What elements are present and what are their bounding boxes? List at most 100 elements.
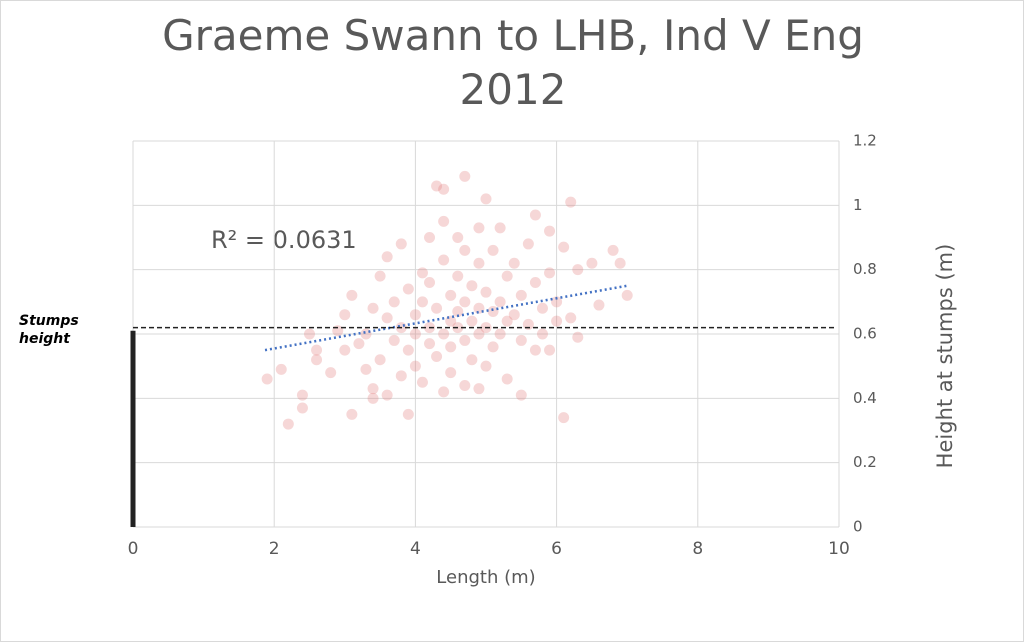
- point: [381, 251, 393, 263]
- point: [360, 328, 372, 340]
- point: [522, 238, 534, 250]
- point: [367, 383, 379, 395]
- point: [607, 244, 619, 256]
- point: [402, 283, 414, 295]
- point: [275, 363, 287, 375]
- y-tick-label: 0.4: [853, 389, 877, 407]
- point: [424, 232, 436, 243]
- point: [494, 328, 506, 340]
- x-tick-label: 4: [410, 539, 421, 559]
- point: [409, 360, 421, 372]
- point: [367, 302, 379, 314]
- point: [466, 280, 478, 292]
- point: [551, 315, 563, 327]
- point: [501, 373, 513, 385]
- point: [572, 331, 584, 343]
- point: [296, 389, 308, 401]
- point: [409, 309, 421, 321]
- point: [438, 254, 450, 266]
- x-tick-label: 8: [692, 539, 703, 559]
- y-tick-label: 0.2: [853, 453, 877, 471]
- stumps-label: height: [19, 331, 71, 347]
- point: [381, 312, 393, 324]
- point: [536, 328, 548, 340]
- point: [346, 408, 358, 420]
- point: [501, 315, 513, 327]
- point: [311, 344, 323, 356]
- point: [544, 267, 556, 279]
- point: [395, 370, 407, 382]
- point: [424, 277, 436, 289]
- point: [459, 334, 471, 346]
- point: [452, 232, 464, 243]
- point: [466, 315, 478, 327]
- point: [494, 296, 506, 308]
- point: [339, 344, 351, 356]
- x-tick-label: 10: [828, 539, 850, 559]
- point: [459, 244, 471, 256]
- point: [296, 402, 308, 414]
- point: [459, 170, 471, 182]
- point: [473, 328, 485, 340]
- point: [445, 289, 457, 301]
- point: [424, 338, 436, 350]
- point: [353, 338, 365, 350]
- point: [529, 209, 541, 221]
- point: [388, 296, 400, 308]
- point: [438, 386, 450, 398]
- point: [501, 270, 513, 282]
- point: [466, 354, 478, 366]
- y-tick-label: 1: [853, 196, 863, 214]
- y-tick-label: 1.2: [853, 132, 877, 150]
- point: [431, 180, 443, 192]
- point: [374, 270, 386, 282]
- point: [473, 257, 485, 269]
- point: [339, 309, 351, 321]
- r-squared: R² = 0.0631: [211, 226, 357, 254]
- y-axis-label: Height at stumps (m): [933, 244, 957, 469]
- point: [487, 305, 499, 317]
- point: [480, 193, 492, 205]
- point: [515, 289, 527, 301]
- point: [409, 328, 421, 340]
- point: [459, 296, 471, 308]
- chart-title: Graeme Swann to LHB, Ind V Eng 2012: [162, 11, 864, 114]
- point: [431, 351, 443, 363]
- point: [416, 267, 428, 279]
- point: [360, 363, 372, 375]
- point: [416, 296, 428, 308]
- point: [593, 299, 605, 311]
- x-tick-label: 6: [551, 539, 562, 559]
- point: [480, 286, 492, 298]
- x-tick-label: 2: [269, 539, 280, 559]
- point: [311, 354, 323, 366]
- point: [304, 328, 315, 340]
- point: [621, 289, 633, 301]
- point: [282, 418, 294, 430]
- point: [325, 367, 337, 379]
- point: [480, 360, 492, 372]
- point: [452, 305, 464, 317]
- point: [416, 376, 428, 388]
- point: [544, 225, 556, 237]
- point: [515, 389, 527, 401]
- point: [536, 302, 548, 314]
- point: [529, 344, 541, 356]
- point: [558, 412, 570, 424]
- point: [431, 302, 443, 314]
- point: [487, 341, 499, 353]
- point: [445, 341, 457, 353]
- point: [445, 367, 457, 379]
- point: [388, 334, 400, 346]
- point: [544, 344, 556, 356]
- point: [586, 257, 598, 269]
- point: [565, 312, 577, 324]
- point: [452, 270, 464, 282]
- point: [614, 257, 626, 269]
- point: [438, 215, 450, 227]
- stumps-label: Stumps: [19, 313, 79, 329]
- point: [565, 196, 577, 208]
- point: [261, 373, 273, 385]
